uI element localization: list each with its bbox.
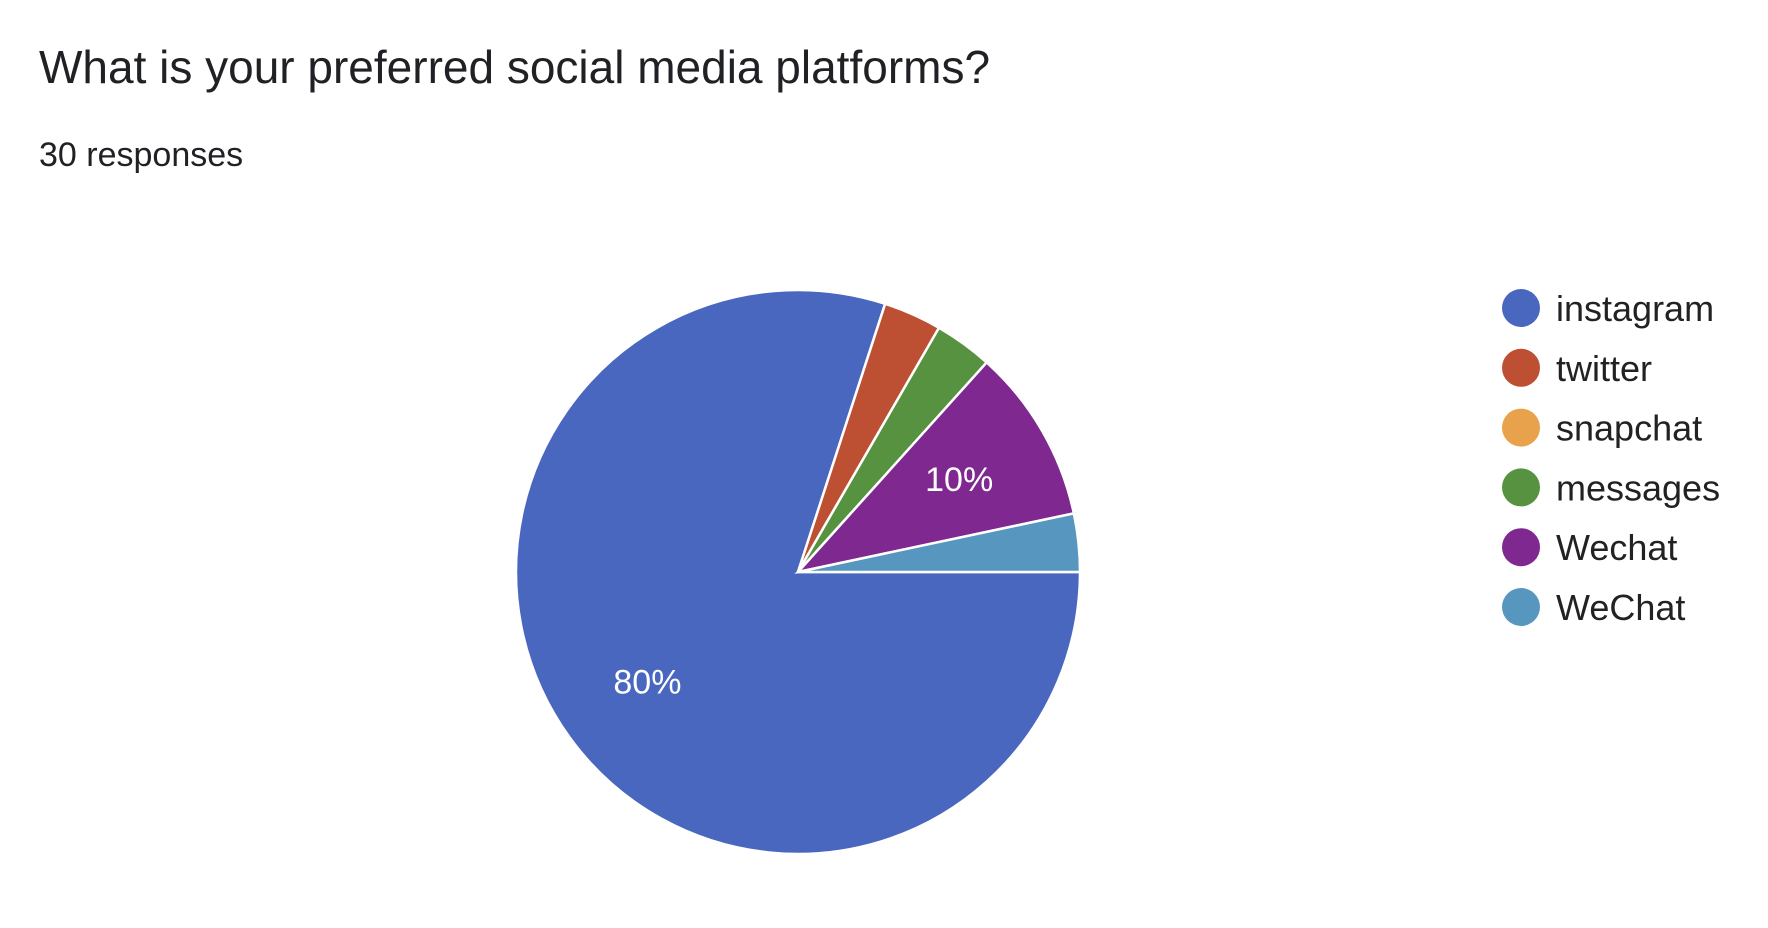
legend-label: messages	[1556, 467, 1720, 508]
legend-marker-icon	[1502, 289, 1540, 327]
chart-title: What is your preferred social media plat…	[39, 41, 991, 93]
legend-marker-icon	[1502, 348, 1540, 387]
legend-item[interactable]: snapchat	[1502, 408, 1702, 449]
legend-marker-icon	[1502, 468, 1540, 507]
legend-marker-icon	[1502, 588, 1540, 626]
legend-item[interactable]: twitter	[1502, 348, 1652, 389]
legend-item[interactable]: messages	[1502, 467, 1720, 508]
legend-item[interactable]: WeChat	[1502, 587, 1685, 628]
legend-label: twitter	[1556, 348, 1652, 389]
response-count: 30 responses	[39, 136, 244, 174]
legend-label: WeChat	[1556, 587, 1685, 628]
legend-label: Wechat	[1556, 527, 1677, 568]
pie-slice-wechat[interactable]	[797, 511, 1082, 574]
legend-item[interactable]: instagram	[1502, 288, 1714, 329]
legend-marker-icon	[1502, 408, 1540, 447]
slice-label: 10%	[925, 461, 993, 499]
legend-label: snapchat	[1556, 408, 1702, 449]
pie-slice-wechat[interactable]	[794, 360, 1076, 575]
slice-label: 80%	[613, 663, 681, 701]
legend-marker-icon	[1502, 528, 1540, 567]
legend-label: instagram	[1556, 288, 1714, 329]
legend-item[interactable]: Wechat	[1502, 527, 1677, 568]
